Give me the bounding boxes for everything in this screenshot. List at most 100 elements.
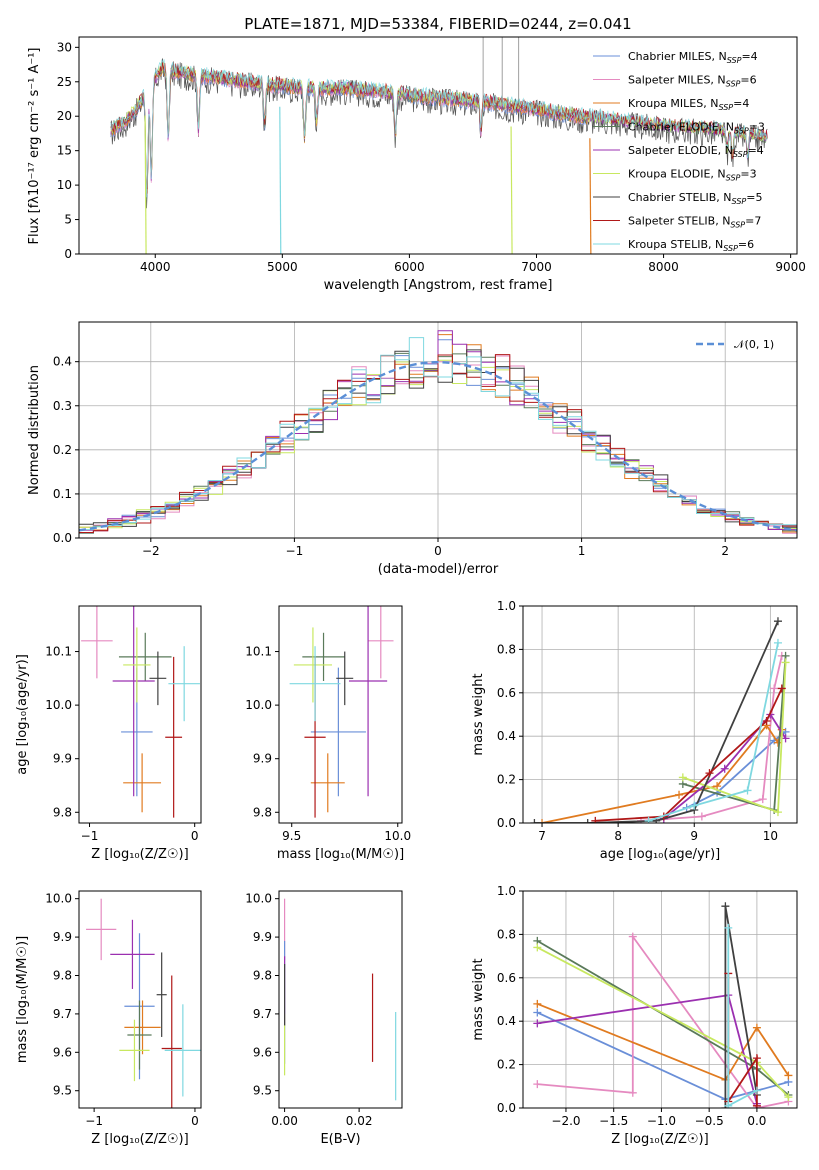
- marker-salpeter_elodie: [781, 734, 790, 743]
- y-tick-label: 25: [57, 75, 72, 89]
- legend-entry: Salpeter MILES, NSSP=6: [628, 74, 757, 89]
- marker-kroupa_miles: [533, 999, 542, 1008]
- legend-entry: Kroupa MILES, NSSP=4: [628, 97, 749, 112]
- y-tick-label: 10.0: [245, 698, 272, 712]
- x-tick-label: 4000: [140, 260, 171, 274]
- y-tick-label: 20: [57, 109, 72, 123]
- y-tick-label: 10: [57, 178, 72, 192]
- marker-salpeter_miles: [770, 684, 779, 693]
- series-chabrier_stelib: [724, 906, 758, 1108]
- axes-frame: [278, 605, 403, 824]
- marker-salpeter_elodie: [533, 1019, 542, 1028]
- legend-sub: SSP: [732, 197, 747, 206]
- x-tick-label: −2.0: [551, 1114, 580, 1128]
- y-axis-label: mass weight: [471, 673, 486, 755]
- y-tick-label: 9.6: [253, 1045, 272, 1059]
- y-tick-label: 9.8: [253, 805, 272, 819]
- x-tick-label: 6000: [394, 260, 425, 274]
- x-tick-label: 0: [191, 1114, 199, 1128]
- y-axis-label: mass weight: [471, 958, 486, 1040]
- y-tick-label: 1.0: [497, 599, 516, 613]
- y-tick-label: 9.8: [253, 968, 272, 982]
- plot-area: [79, 330, 797, 534]
- panel-massweight-vs-age: 7 8 9 10 0.0 0.2 0.4 0.6 0.8 1.0 age [log₁₀(age/yr…: [471, 599, 798, 862]
- x-axis-label: mass [log₁₀(M/M☉)]: [277, 847, 404, 862]
- y-axis-label: Normed distribution: [27, 365, 42, 495]
- x-tick-label: 0.00: [271, 1114, 298, 1128]
- x-tick-label: 10: [763, 829, 778, 843]
- legend-name: Chabrier MILES, N: [628, 50, 727, 63]
- x-tick-label: 8: [614, 829, 622, 843]
- y-tick-label: 9.9: [253, 752, 272, 766]
- marker-kroupa_miles: [675, 790, 684, 799]
- marker-kroupa_stelib: [752, 1086, 761, 1095]
- x-tick-label: 2: [721, 544, 729, 558]
- plot-area: [533, 902, 793, 1108]
- legend-sub: SSP: [723, 244, 738, 253]
- x-axis-label: wavelength [Angstrom, rest frame]: [324, 278, 553, 293]
- y-tick-label: 0.0: [53, 531, 72, 545]
- grid-lines: [523, 890, 797, 1109]
- y-tick-label: 9.5: [253, 1084, 272, 1098]
- legend-suffix: =6: [740, 74, 756, 87]
- marker-salpeter_miles: [697, 812, 706, 821]
- legend-name: Salpeter MILES, N: [628, 74, 726, 87]
- legend-sub: SSP: [730, 221, 745, 230]
- marker-chabrier_stelib: [773, 617, 782, 626]
- y-tick-label: 15: [57, 144, 72, 158]
- legend-sub: SSP: [726, 174, 741, 183]
- x-tick-label: 10.0: [384, 829, 411, 843]
- y-tick-label: 10.0: [245, 892, 272, 906]
- spectrum-kroupa_stelib: [110, 59, 768, 198]
- plot-area: [86, 898, 201, 1108]
- x-tick-label: 9.5: [282, 829, 301, 843]
- y-tick-label: 9.8: [53, 968, 72, 982]
- x-tick-label: 5000: [267, 260, 298, 274]
- marker-kroupa_miles: [752, 1023, 761, 1032]
- legend-name: Salpeter ELODIE, N: [628, 144, 733, 157]
- marker-chabrier_stelib: [721, 902, 730, 911]
- y-tick-label: 9.9: [53, 752, 72, 766]
- x-tick-label: −1: [81, 829, 99, 843]
- x-tick-label: 9: [690, 829, 698, 843]
- panel-mass-vs-ebv: 0.00 0.02 9.5 9.6 9.7 9.8 9.9 10.0 E(B-V): [245, 890, 403, 1147]
- plot-area: [289, 606, 394, 818]
- y-tick-label: 0: [64, 247, 72, 261]
- marker-salpeter_miles: [758, 795, 767, 804]
- y-tick-label: 0.2: [497, 773, 516, 787]
- axes-frame: [278, 890, 403, 1109]
- legend-entry: Salpeter ELODIE, NSSP=4: [628, 144, 764, 159]
- marker-kroupa_elodie: [678, 773, 687, 782]
- y-axis-label: age [log₁₀(age/yr)]: [15, 654, 30, 775]
- marker-kroupa_elodie: [784, 1093, 793, 1102]
- series-salpeter_elodie: [663, 712, 787, 820]
- marker-kroupa_miles: [784, 1071, 793, 1080]
- legend-name: Kroupa STELIB, N: [628, 238, 723, 251]
- panel-age-vs-mass: 9.5 10.0 9.8 9.9 10.0 10.1 mass [log₁₀(M/M☉)]: [245, 605, 411, 862]
- marker-salpeter_miles: [628, 1088, 637, 1097]
- axes-frame: [78, 36, 798, 255]
- y-tick-label: 0.8: [497, 927, 516, 941]
- y-axis-label: mass [log₁₀(M/M☉)]: [15, 936, 30, 1063]
- spectrum-drop: [510, 126, 513, 254]
- x-tick-label: −2: [142, 544, 160, 558]
- legend-sub: SSP: [733, 150, 748, 159]
- legend-name: Kroupa MILES, N: [628, 97, 718, 110]
- y-tick-label: 9.9: [253, 930, 272, 944]
- marker-salpeter_stelib: [752, 1101, 761, 1108]
- legend-sub: SSP: [726, 80, 741, 89]
- y-tick-label: 9.6: [53, 1045, 72, 1059]
- legend-suffix: =6: [738, 238, 754, 251]
- y-tick-label: 0.6: [497, 686, 516, 700]
- x-tick-label: 0: [434, 544, 442, 558]
- y-tick-label: 9.7: [253, 1007, 272, 1021]
- marker-kroupa_stelib: [773, 638, 782, 647]
- legend-name: Chabrier ELODIE, N: [628, 121, 734, 134]
- x-axis-label: E(B-V): [320, 1132, 360, 1147]
- y-tick-label: 0.4: [497, 729, 516, 743]
- y-tick-label: 9.7: [53, 1007, 72, 1021]
- legend-suffix: =4: [733, 97, 749, 110]
- y-tick-label: 0.8: [497, 642, 516, 656]
